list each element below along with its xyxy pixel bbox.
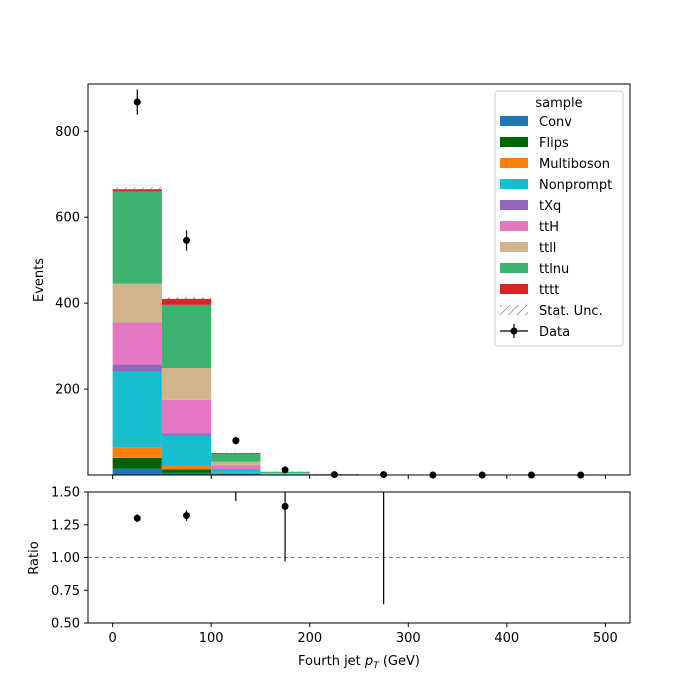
- legend-label-tttt: tttt: [539, 283, 559, 298]
- ratio-x-tick-label-200: 200: [297, 631, 322, 646]
- data-point-bin-3: [281, 466, 289, 474]
- ratio-x-tick-label-400: 400: [494, 631, 519, 646]
- data-point-bin-2: [232, 437, 240, 445]
- ratio-y-tick-label-1.00: 1.00: [51, 551, 80, 566]
- legend-frame: [494, 90, 624, 347]
- ratio-point-3: [281, 502, 289, 510]
- bar-tth-bin-2: [211, 465, 261, 469]
- legend-label-data: Data: [539, 325, 570, 340]
- legend-label-conv: Conv: [539, 115, 572, 130]
- bar-txq-bin-0: [112, 364, 162, 372]
- main-y-tick-label-800: 800: [55, 125, 80, 140]
- bar-multiboson-bin-0: [112, 447, 162, 458]
- main-plot-frame: [87, 83, 631, 476]
- ratio-y-tick-label-0.75: 0.75: [51, 584, 80, 599]
- bar-ttlnu-bin-2: [211, 453, 261, 462]
- bar-flips-bin-1: [161, 469, 212, 473]
- stat-unc-bin-1: [161, 297, 212, 301]
- bar-ttll-bin-2: [211, 461, 261, 466]
- ratio-x-tick-label-100: 100: [199, 631, 224, 646]
- bar-multiboson-bin-1: [161, 465, 212, 470]
- ratio-point-1: [183, 512, 191, 520]
- bar-tth-bin-0: [112, 322, 162, 365]
- bar-tth-bin-1: [161, 399, 212, 434]
- legend-swatch-txq: [500, 200, 528, 210]
- ratio-plot-frame: [87, 491, 631, 624]
- legend-label-stat-unc: Stat. Unc.: [539, 304, 603, 319]
- y-axis-label: Events: [32, 258, 47, 302]
- bar-nonprompt-bin-1: [161, 435, 212, 466]
- ratio-y-ticks: 0.50 0.75 1.00 1.25 1.50: [51, 486, 88, 632]
- legend-title: sample: [535, 96, 582, 111]
- ratio-points: [133, 492, 385, 605]
- data-point-bin-0: [133, 98, 141, 106]
- legend-label-ttlnu: ttlnu: [539, 262, 569, 277]
- ratio-y-tick-label-1.50: 1.50: [51, 486, 80, 501]
- stacked-histogram: [112, 189, 409, 475]
- bar-conv-bin-0: [112, 468, 162, 475]
- legend-swatch-tth: [500, 221, 528, 231]
- legend-data-marker: [510, 327, 518, 335]
- legend-label-txq: tXq: [539, 199, 561, 214]
- bar-ttll-bin-1: [161, 368, 212, 400]
- main-y-tick-label-600: 600: [55, 211, 80, 226]
- ratio-x-tick-label-0: 0: [108, 631, 116, 646]
- legend-label-nonprompt: Nonprompt: [539, 178, 612, 193]
- bar-tttt-bin-1: [161, 298, 212, 305]
- ratio-x-tick-label-500: 500: [593, 631, 618, 646]
- bar-nonprompt-bin-2: [211, 469, 261, 473]
- bar-nonprompt-bin-0: [112, 371, 162, 448]
- main-x-ticks: [112, 475, 606, 479]
- ratio-y-tick-label-1.25: 1.25: [51, 518, 80, 533]
- legend-label-ttll: ttll: [539, 241, 556, 256]
- legend-swatch-conv: [500, 116, 528, 126]
- legend-swatch-tttt: [500, 284, 528, 294]
- ratio-y-axis-label: Ratio: [27, 541, 42, 574]
- legend-swatch-ttll: [500, 242, 528, 252]
- x-axis-label: Fourth jet pT (GeV): [298, 654, 420, 671]
- data-points: [133, 89, 585, 479]
- legend-swatch-multiboson: [500, 158, 528, 168]
- x-axis-label-symbol: p: [364, 654, 373, 669]
- legend-swatch-stat-unc: [500, 305, 528, 315]
- x-axis-label-subscript: T: [373, 661, 380, 671]
- main-y-tick-label-200: 200: [55, 383, 80, 398]
- legend: sample Conv Flips Multiboson Nonprompt tXq tt…: [494, 90, 624, 347]
- data-point-bin-1: [183, 236, 191, 244]
- ratio-y-tick-label-0.50: 0.50: [51, 617, 80, 632]
- bar-conv-bin-2: [211, 473, 261, 475]
- ratio-point-0: [133, 514, 141, 522]
- main-y-tick-label-400: 400: [55, 297, 80, 312]
- legend-swatch-flips: [500, 137, 528, 147]
- x-axis-label-unit: (GeV): [379, 654, 420, 669]
- legend-swatch-ttlnu: [500, 263, 528, 273]
- bar-txq-bin-1: [161, 433, 212, 436]
- x-axis-label-main: Fourth jet: [298, 654, 365, 669]
- ratio-x-ticks: 0 100 200 300 400 500: [108, 623, 618, 646]
- legend-items: Conv Flips Multiboson Nonprompt tXq ttH ttll tt…: [500, 115, 612, 340]
- ratio-x-tick-label-300: 300: [396, 631, 421, 646]
- legend-label-flips: Flips: [539, 136, 569, 151]
- legend-label-tth: ttH: [539, 220, 559, 235]
- stat-unc-bin-2: [211, 452, 261, 454]
- bar-ttlnu-bin-0: [112, 191, 162, 284]
- bar-ttll-bin-0: [112, 283, 162, 323]
- bar-conv-bin-1: [161, 472, 212, 475]
- stat-unc-bin-0: [112, 187, 162, 192]
- bar-ttlnu-bin-1: [161, 304, 212, 369]
- main-y-ticks: 200 400 600 800: [55, 125, 88, 398]
- legend-swatch-nonprompt: [500, 179, 528, 189]
- legend-label-multiboson: Multiboson: [539, 157, 610, 172]
- bar-flips-bin-0: [112, 457, 162, 469]
